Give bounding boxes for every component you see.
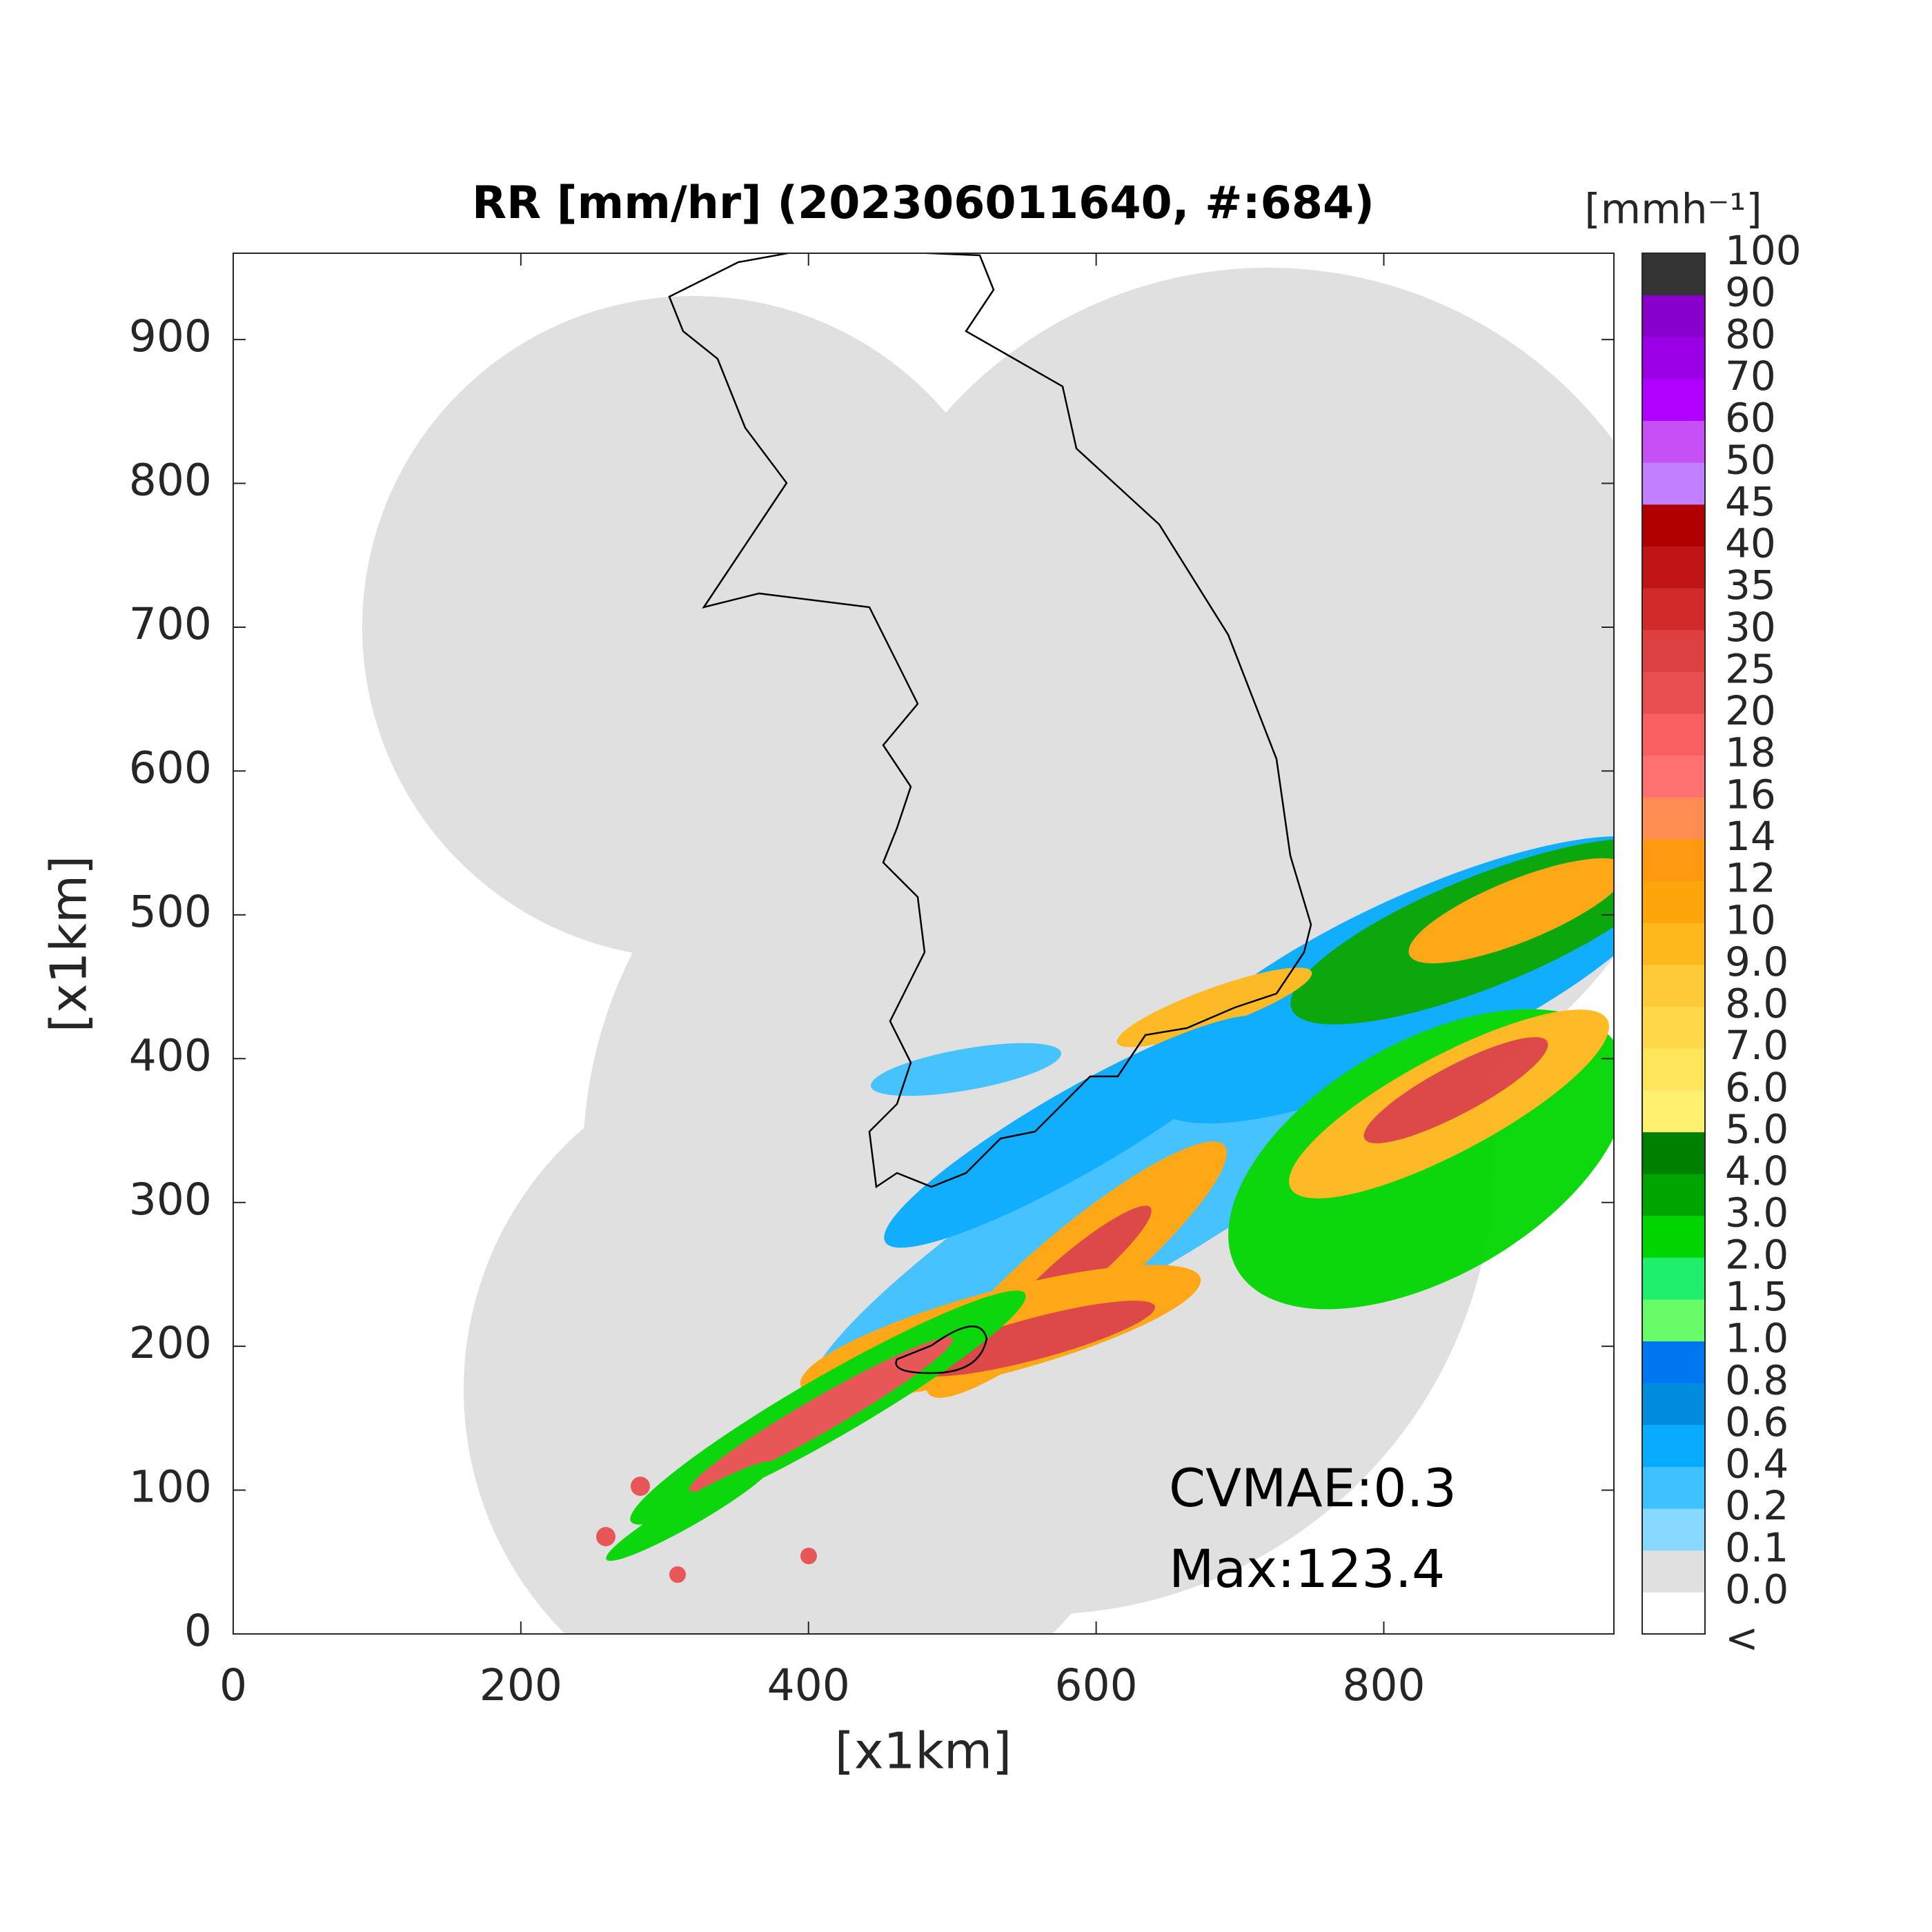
annotation: CVMAE:0.3 bbox=[1169, 1457, 1457, 1519]
y-tick-label: 900 bbox=[129, 311, 212, 362]
colorbar-swatch bbox=[1642, 1424, 1705, 1467]
y-tick-label: 0 bbox=[184, 1606, 212, 1656]
colorbar-label: 0.8 bbox=[1725, 1357, 1788, 1403]
colorbar-label: 8.0 bbox=[1725, 980, 1788, 1027]
colorbar-swatch bbox=[1642, 629, 1705, 672]
colorbar-label: 6.0 bbox=[1725, 1064, 1788, 1111]
y-tick-label: 100 bbox=[129, 1462, 212, 1512]
colorbar-label: 14 bbox=[1725, 813, 1776, 860]
colorbar-label: 2.0 bbox=[1725, 1231, 1788, 1278]
colorbar-swatch bbox=[1642, 1299, 1705, 1342]
colorbar-label: 35 bbox=[1725, 562, 1776, 609]
colorbar-label: 0.6 bbox=[1725, 1399, 1788, 1446]
colorbar-swatch bbox=[1642, 462, 1705, 505]
colorbar-label: 5.0 bbox=[1725, 1105, 1788, 1152]
annotation: Max:123.4 bbox=[1169, 1538, 1445, 1599]
x-tick-label: 0 bbox=[219, 1660, 247, 1711]
colorbar-swatch bbox=[1642, 420, 1705, 463]
colorbar-label: 1.0 bbox=[1725, 1315, 1788, 1362]
colorbar-swatch bbox=[1642, 1383, 1705, 1426]
y-axis-label: [x1km] bbox=[40, 856, 98, 1032]
colorbar-label: 3.0 bbox=[1725, 1190, 1788, 1236]
x-tick-label: 200 bbox=[480, 1660, 562, 1711]
y-tick-label: 700 bbox=[129, 599, 212, 649]
colorbar-label: 0.0 bbox=[1725, 1566, 1788, 1613]
colorbar-label: 0.2 bbox=[1725, 1482, 1788, 1529]
colorbar-swatch bbox=[1642, 838, 1705, 882]
colorbar-swatch bbox=[1642, 378, 1705, 422]
colorbar-swatch bbox=[1642, 1508, 1705, 1551]
colorbar-swatch bbox=[1642, 1215, 1705, 1258]
colorbar-swatch bbox=[1642, 504, 1705, 546]
colorbar-swatch bbox=[1642, 295, 1705, 337]
colorbar-swatch bbox=[1642, 1550, 1705, 1593]
coastline bbox=[668, 253, 1312, 1189]
colorbar-label: 60 bbox=[1725, 395, 1776, 442]
colorbar-swatch bbox=[1642, 546, 1705, 589]
colorbar-label: 50 bbox=[1725, 436, 1776, 483]
colorbar-label: 4.0 bbox=[1725, 1147, 1788, 1194]
map-area bbox=[362, 253, 1614, 1634]
rain-echoes bbox=[596, 836, 1614, 1583]
x-axis-label: [x1km] bbox=[835, 1722, 1012, 1780]
colorbar-label: 25 bbox=[1725, 645, 1776, 692]
colorbar-label: 20 bbox=[1725, 687, 1776, 734]
colorbar-swatch bbox=[1642, 797, 1705, 840]
colorbar-label: < bbox=[1725, 1615, 1759, 1662]
colorbar-frame bbox=[1642, 253, 1706, 1635]
colorbar-swatch bbox=[1642, 337, 1705, 379]
y-tick-label: 200 bbox=[129, 1318, 212, 1368]
colorbar-swatch bbox=[1642, 1592, 1705, 1635]
colorbar-label: 7.0 bbox=[1725, 1022, 1788, 1069]
colorbar-swatch bbox=[1642, 1090, 1705, 1132]
colorbar-swatch bbox=[1642, 671, 1705, 714]
colorbar-label: 45 bbox=[1725, 478, 1776, 525]
colorbar-label: 10 bbox=[1725, 896, 1776, 943]
colorbar-swatch bbox=[1642, 1132, 1705, 1174]
colorbar-swatch bbox=[1642, 755, 1705, 798]
colorbar-label: 12 bbox=[1725, 855, 1776, 902]
colorbar-swatch bbox=[1642, 1006, 1705, 1049]
colorbar-label: 90 bbox=[1725, 269, 1776, 316]
y-tick-label: 400 bbox=[129, 1030, 212, 1081]
colorbar-swatch bbox=[1642, 588, 1705, 631]
y-tick-label: 800 bbox=[129, 455, 212, 506]
colorbar-swatch bbox=[1642, 964, 1705, 1007]
colorbar-label: 100 bbox=[1725, 227, 1802, 274]
x-tick-label: 400 bbox=[767, 1660, 850, 1711]
y-tick-label: 300 bbox=[129, 1174, 212, 1225]
colorbar-swatch bbox=[1642, 253, 1705, 296]
axes-box bbox=[233, 253, 1615, 1635]
y-tick-label: 600 bbox=[129, 742, 212, 793]
title: RR [mm/hr] (202306011640, #:684) bbox=[472, 177, 1374, 229]
y-tick-label: 500 bbox=[129, 887, 212, 937]
colorbar-label: 80 bbox=[1725, 310, 1776, 357]
colorbar-label: 1.5 bbox=[1725, 1273, 1788, 1320]
colorbar-unit: [mmh⁻¹] bbox=[1584, 186, 1762, 234]
colorbar-label: 0.4 bbox=[1725, 1441, 1788, 1488]
colorbar-label: 30 bbox=[1725, 604, 1776, 651]
colorbar-swatch bbox=[1642, 1257, 1705, 1300]
colorbar-label: 70 bbox=[1725, 353, 1776, 400]
colorbar-label: 18 bbox=[1725, 729, 1776, 776]
jeju-island bbox=[895, 1325, 988, 1374]
colorbar-swatch bbox=[1642, 1466, 1705, 1509]
x-tick-label: 600 bbox=[1055, 1660, 1138, 1711]
colorbar-swatch bbox=[1642, 1174, 1705, 1216]
colorbar-swatch bbox=[1642, 1048, 1705, 1091]
colorbar-swatch bbox=[1642, 1341, 1705, 1383]
colorbar-label: 0.1 bbox=[1725, 1524, 1788, 1571]
colorbar-label: 9.0 bbox=[1725, 938, 1788, 985]
x-tick-label: 800 bbox=[1342, 1660, 1425, 1711]
colorbar-label: 40 bbox=[1725, 520, 1776, 567]
colorbar-swatch bbox=[1642, 713, 1705, 756]
colorbar-swatch bbox=[1642, 880, 1705, 923]
colorbar-label: 16 bbox=[1725, 771, 1776, 818]
colorbar-swatch bbox=[1642, 923, 1705, 965]
